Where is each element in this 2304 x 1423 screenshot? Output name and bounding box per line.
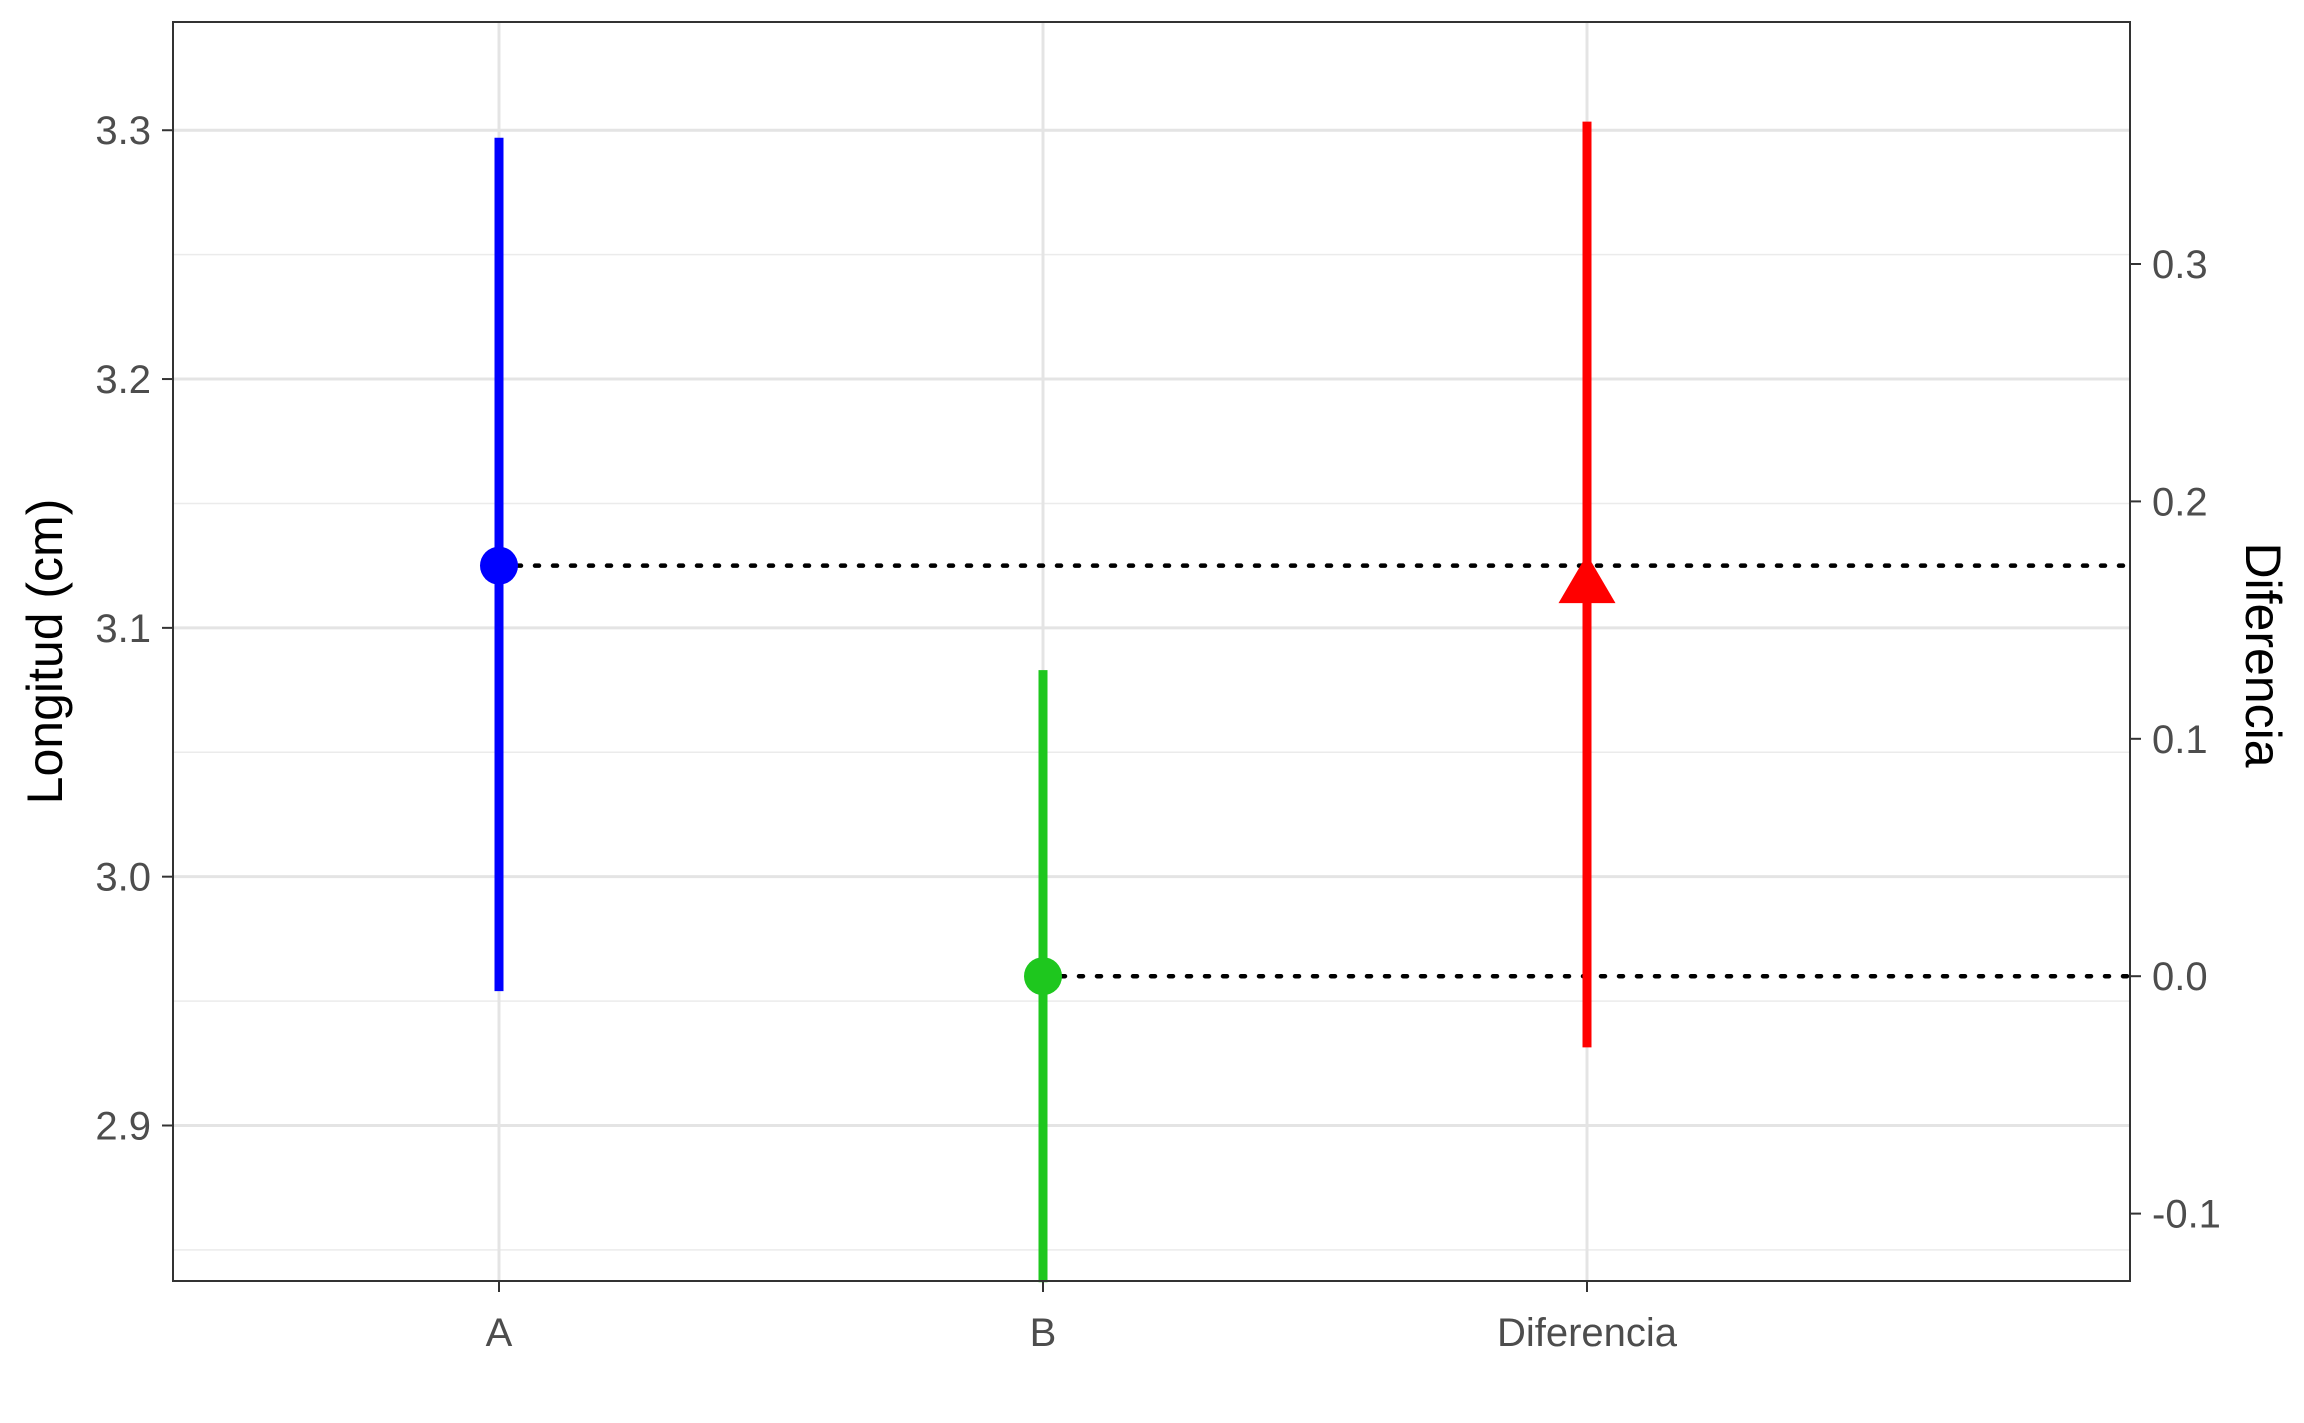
y2-tick-label: -0.1 bbox=[2152, 1193, 2221, 1237]
y2-axis-title: Diferencia bbox=[2235, 542, 2291, 767]
x-tick-label: A bbox=[486, 1311, 513, 1355]
point-markers bbox=[480, 546, 1616, 996]
plot-background bbox=[173, 22, 2130, 1281]
y2-tick-label: 0.2 bbox=[2152, 480, 2208, 524]
point-marker-diferencia bbox=[1558, 554, 1616, 604]
x-tick-label: Diferencia bbox=[1497, 1311, 1678, 1355]
y-axis-title: Longitud (cm) bbox=[17, 499, 73, 805]
x-axis: A B Diferencia bbox=[486, 1281, 1678, 1355]
y-axis-left: 2.9 3.0 3.1 3.2 3.3 bbox=[95, 109, 173, 1148]
plot-border bbox=[172, 21, 2131, 1282]
y-tick-label: 3.1 bbox=[95, 607, 151, 651]
y2-tick-label: 0.1 bbox=[2152, 718, 2208, 762]
y-tick-label: 3.0 bbox=[95, 856, 151, 900]
point-marker-a bbox=[480, 546, 518, 585]
point-marker-b bbox=[1024, 957, 1062, 996]
y2-tick-label: 0.3 bbox=[2152, 243, 2208, 287]
y-tick-label: 3.2 bbox=[95, 358, 151, 402]
y2-tick-label: 0.0 bbox=[2152, 955, 2208, 999]
y-tick-label: 2.9 bbox=[95, 1104, 151, 1148]
y-tick-label: 3.3 bbox=[95, 109, 151, 153]
y-axis-right: -0.1 0.0 0.1 0.2 0.3 bbox=[2130, 243, 2221, 1237]
x-tick-label: B bbox=[1030, 1311, 1057, 1355]
